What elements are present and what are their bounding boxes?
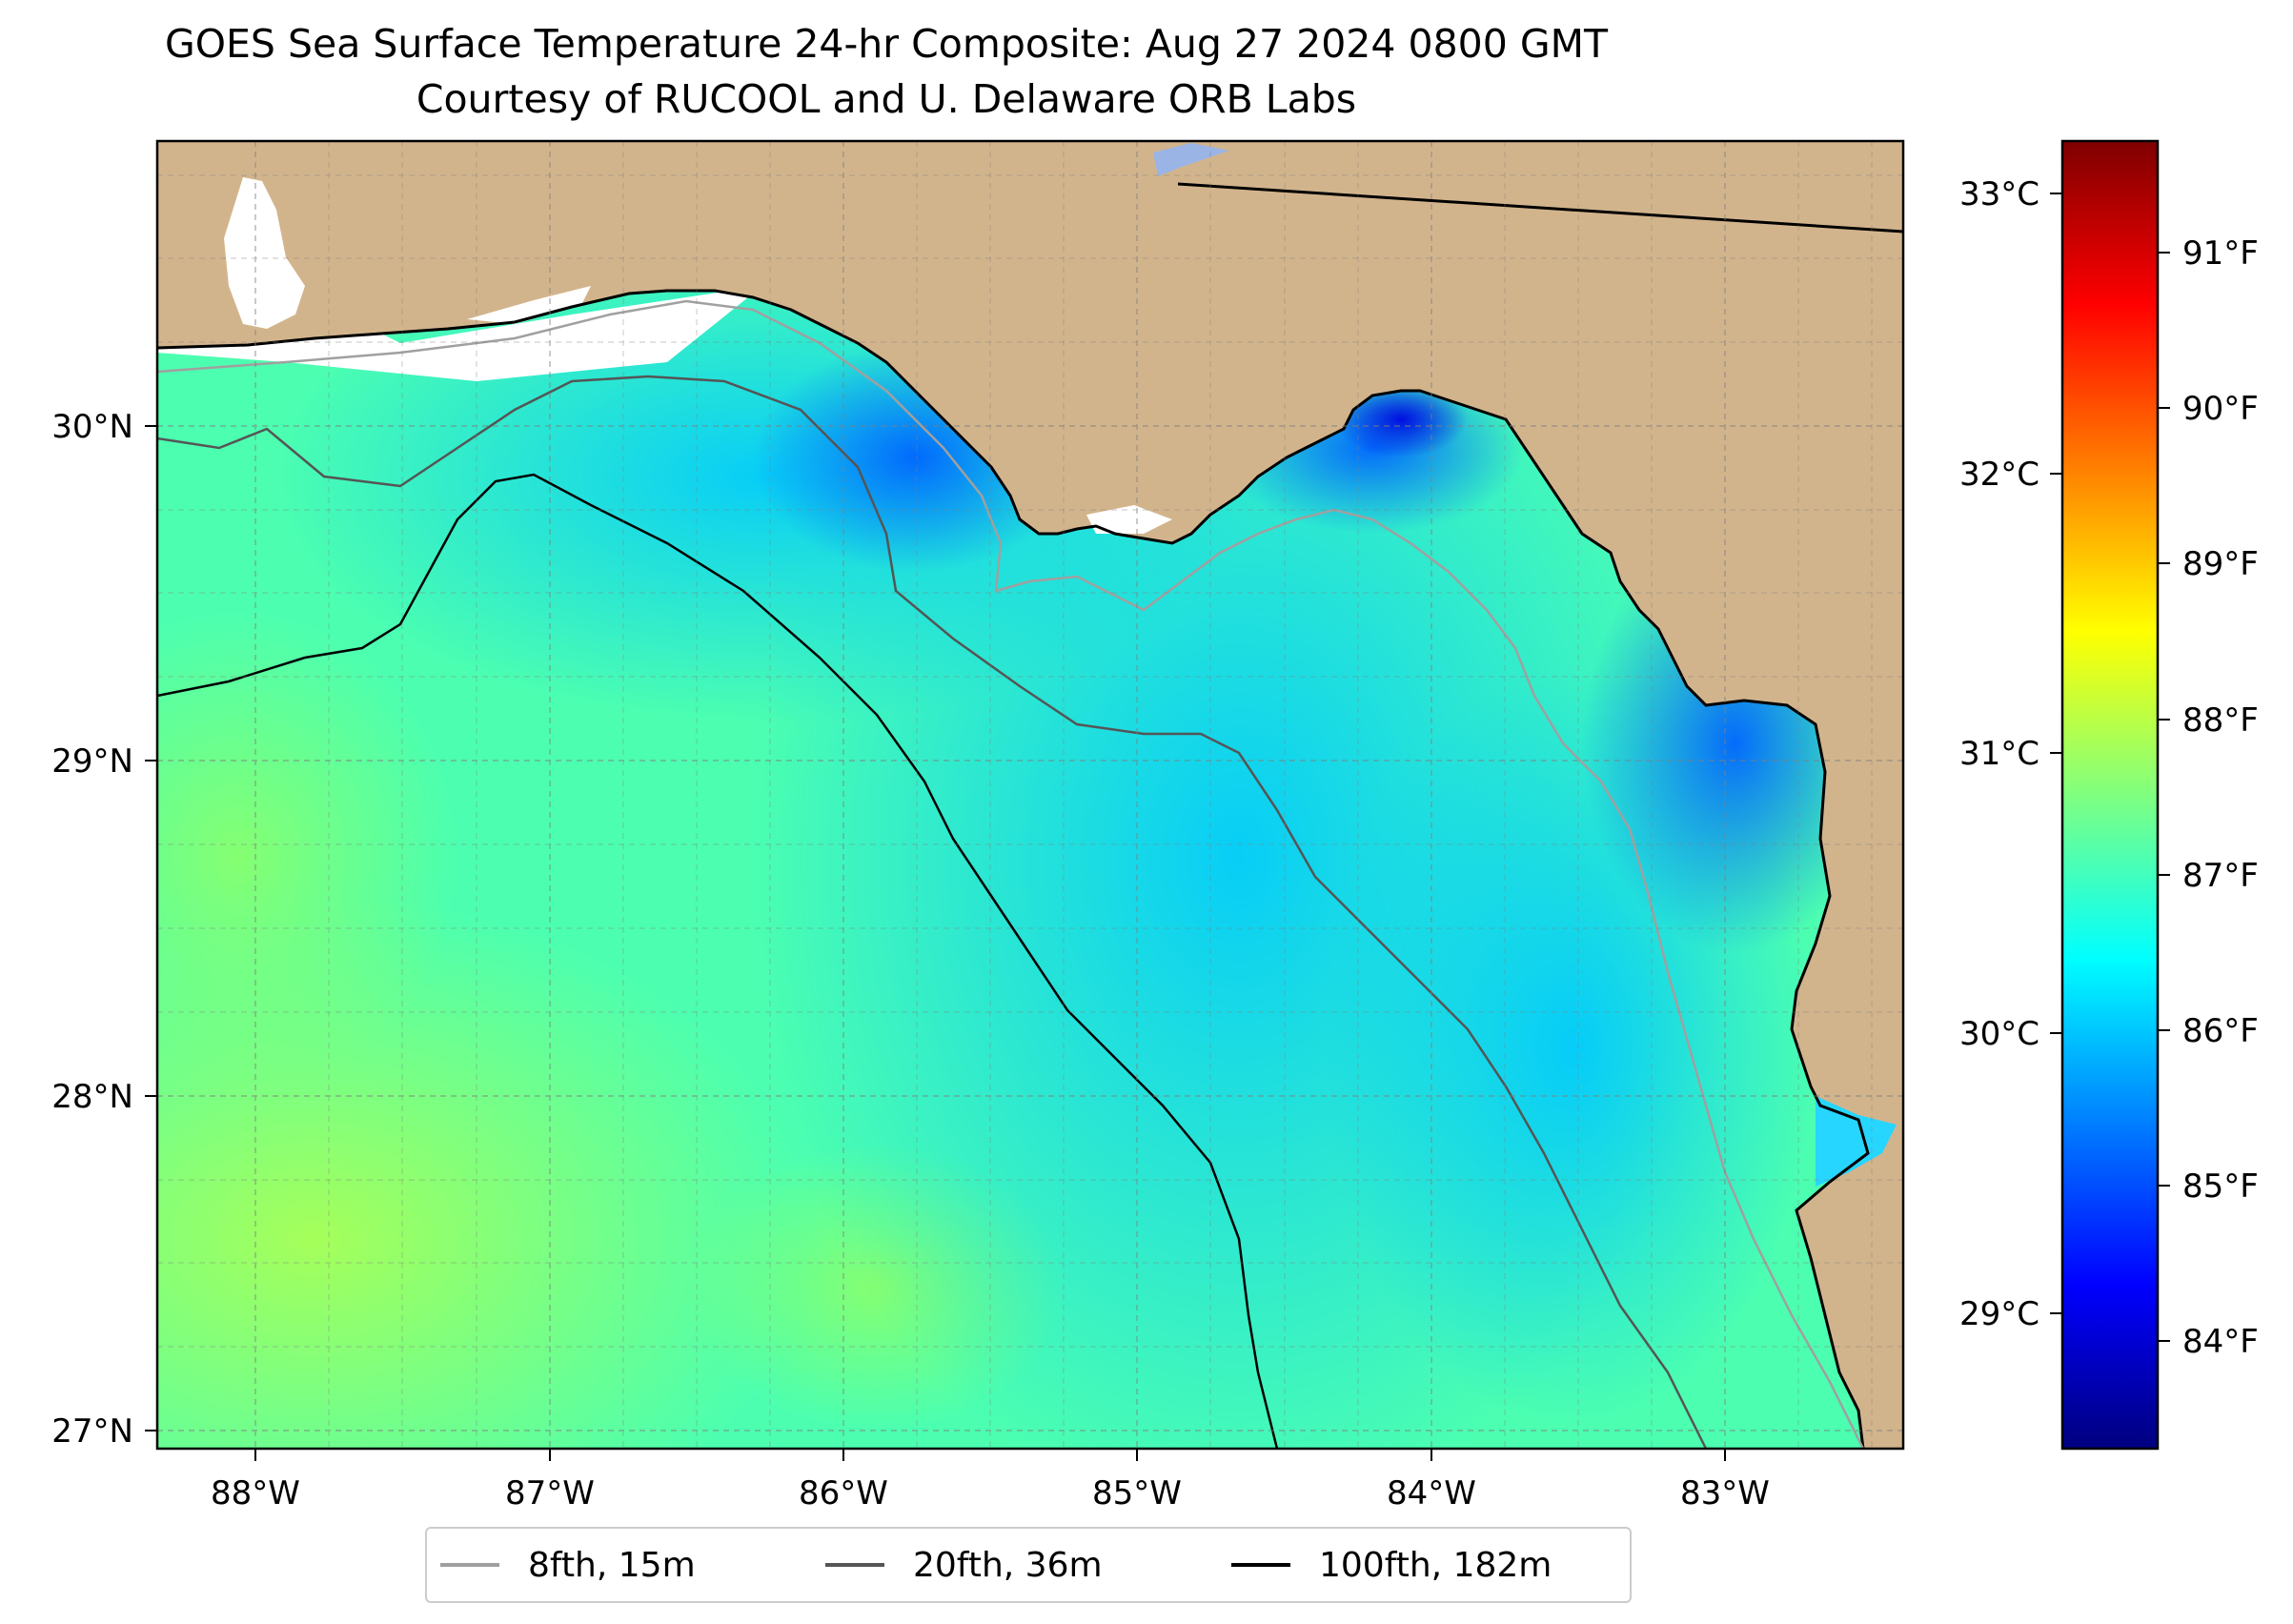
celsius-tick-label: 32°C <box>1959 456 2039 494</box>
inland-lake <box>1153 143 1229 176</box>
chart-title: GOES Sea Surface Temperature 24-hr Compo… <box>164 21 1609 67</box>
lon-tick-label: 86°W <box>799 1474 888 1512</box>
lat-tick-label: 29°N <box>51 742 133 781</box>
legend-label: 100fth, 182m <box>1319 1545 1552 1585</box>
fahrenheit-tick-label: 84°F <box>2182 1323 2259 1361</box>
legend-swatch <box>825 1563 884 1567</box>
fahrenheit-tick-label: 85°F <box>2182 1167 2259 1206</box>
fahrenheit-tick-label: 86°F <box>2182 1012 2259 1050</box>
legend-swatch <box>1231 1563 1290 1567</box>
fahrenheit-tick-marks <box>2158 252 2170 1342</box>
celsius-tick-label: 30°C <box>1959 1015 2039 1053</box>
fahrenheit-tick-label: 91°F <box>2182 234 2259 273</box>
lat-tick-label: 27°N <box>51 1412 133 1451</box>
isobath-20fth-36m <box>157 375 1708 1449</box>
isobath-100fth-182m <box>157 473 1279 1449</box>
celsius-tick-label: 29°C <box>1959 1295 2039 1333</box>
map-frame <box>155 139 1905 1451</box>
fahrenheit-tick-label: 88°F <box>2182 701 2259 740</box>
mobile-bay <box>224 177 305 329</box>
fahrenheit-tick-label: 87°F <box>2182 857 2259 895</box>
perdido-pensacola-bay <box>467 286 591 324</box>
coastline <box>157 289 1870 1449</box>
legend-item-8fth: 8fth, 15m <box>440 1529 696 1601</box>
lon-tick-label: 85°W <box>1092 1474 1182 1512</box>
lon-tick-label: 88°W <box>211 1474 300 1512</box>
celsius-tick-label: 31°C <box>1959 735 2039 773</box>
lon-tick-label: 87°W <box>505 1474 595 1512</box>
st-joseph-bay <box>1086 505 1172 534</box>
land-northern-gulf-coast <box>157 141 1903 1449</box>
colorbar <box>2060 139 2160 1451</box>
warm-water-patch-west <box>157 610 457 1106</box>
fahrenheit-tick-label: 90°F <box>2182 390 2259 428</box>
legend-item-100fth: 100fth, 182m <box>1231 1529 1552 1601</box>
isobath-8fth-15m <box>157 299 1865 1449</box>
chart-subtitle: Courtesy of RUCOOL and U. Delaware ORB L… <box>416 76 1357 122</box>
map-field <box>157 141 1903 1449</box>
lon-tick-label: 84°W <box>1387 1474 1476 1512</box>
lat-tick-label: 30°N <box>51 408 133 446</box>
lat-tick-marks <box>145 425 157 1431</box>
celsius-tick-marks <box>2050 193 2062 1314</box>
legend-label: 8fth, 15m <box>528 1545 696 1585</box>
lat-tick-label: 28°N <box>51 1078 133 1116</box>
lon-tick-marks <box>254 1449 1726 1461</box>
map-gridlines <box>157 141 1903 1449</box>
isobath-legend: 8fth, 15m 20fth, 36m 100fth, 182m <box>425 1527 1632 1603</box>
fahrenheit-tick-label: 89°F <box>2182 545 2259 583</box>
legend-label: 20fth, 36m <box>913 1545 1103 1585</box>
celsius-tick-label: 33°C <box>1959 175 2039 213</box>
legend-item-20fth: 20fth, 36m <box>825 1529 1103 1601</box>
legend-swatch <box>440 1563 499 1567</box>
state-border <box>1177 182 1903 233</box>
lon-tick-label: 83°W <box>1680 1474 1770 1512</box>
tampa-bay <box>1816 1096 1897 1187</box>
